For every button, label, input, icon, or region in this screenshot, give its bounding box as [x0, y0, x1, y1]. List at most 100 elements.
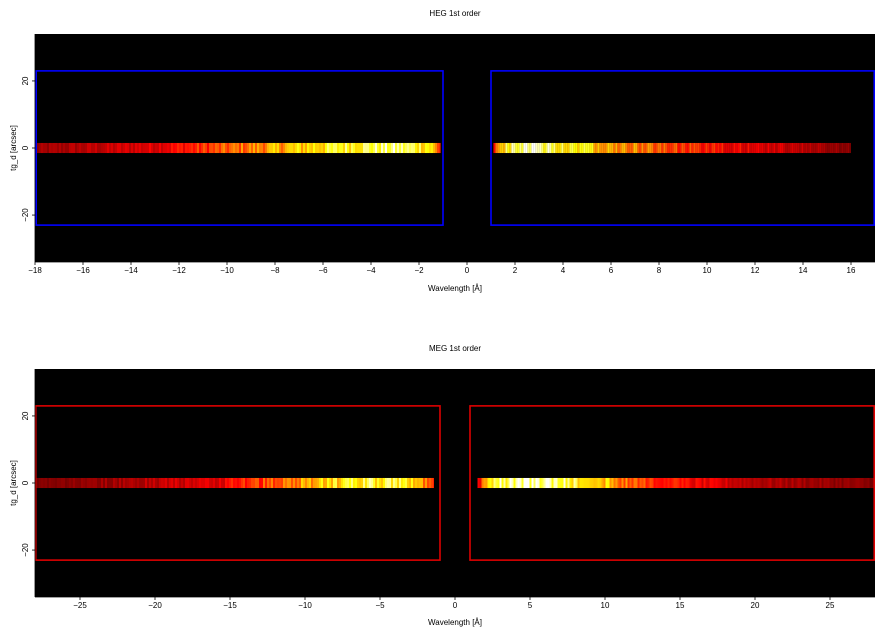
heg-spectrum-pixel [45, 142, 47, 154]
heg-spectrum-pixel [347, 142, 349, 154]
meg-spectrum-pixel [589, 477, 592, 489]
heg-spectrum-pixel [253, 142, 255, 154]
meg-spectrum-pixel [519, 477, 522, 489]
meg-spectrum-pixel [139, 477, 141, 489]
meg-spectrum-pixel [333, 477, 335, 489]
heg-spectrum-pixel [129, 142, 131, 154]
heg-spectrum-pixel [387, 142, 389, 154]
heg-spectrum-pixel [545, 142, 548, 154]
heg-spectrum-pixel [647, 142, 650, 154]
heg-spectrum-pixel [317, 142, 319, 154]
heg-spectrum-pixel [147, 142, 149, 154]
heg-spectrum-pixel [203, 142, 205, 154]
heg-spectrum-pixel [641, 142, 644, 154]
meg-spectrum-pixel [387, 477, 389, 489]
heg-spectrum-pixel [585, 142, 588, 154]
meg-spectrum-pixel [159, 477, 161, 489]
meg-spectrum-pixel [47, 477, 49, 489]
heg-x-tick-label: −2 [414, 266, 424, 275]
heg-spectrum-pixel [801, 142, 804, 154]
meg-spectrum-pixel [113, 477, 115, 489]
meg-title: MEG 1st order [429, 344, 481, 353]
heg-spectrum-pixel [99, 142, 101, 154]
heg-spectrum-pixel [689, 142, 692, 154]
meg-spectrum-pixel [601, 477, 604, 489]
heg-spectrum-pixel [783, 142, 786, 154]
meg-spectrum-pixel [309, 477, 311, 489]
heg-spectrum-pixel [645, 142, 648, 154]
meg-spectrum-pixel [693, 477, 696, 489]
meg-spectrum-pixel [513, 477, 516, 489]
meg-spectrum-pixel [781, 477, 784, 489]
meg-spectrum-pixel [659, 477, 662, 489]
heg-spectrum-pixel [195, 142, 197, 154]
meg-spectrum-pixel [681, 477, 684, 489]
meg-spectrum-pixel [261, 477, 263, 489]
meg-spectrum-pixel [603, 477, 606, 489]
meg-spectrum-pixel [215, 477, 217, 489]
heg-spectrum-pixel [505, 142, 508, 154]
heg-spectrum-pixel [123, 142, 125, 154]
meg-spectrum-pixel [331, 477, 333, 489]
meg-spectrum-pixel [639, 477, 642, 489]
heg-ylabel: tg_d [arcsec] [9, 125, 18, 171]
meg-spectrum-pixel [311, 477, 313, 489]
meg-spectrum-pixel [799, 477, 802, 489]
meg-spectrum-pixel [867, 477, 870, 489]
meg-spectrum-pixel [723, 477, 726, 489]
heg-spectrum-pixel [589, 142, 592, 154]
heg-spectrum-pixel [75, 142, 77, 154]
heg-spectrum-pixel [435, 142, 437, 154]
meg-spectrum-pixel [383, 477, 385, 489]
meg-spectrum-pixel [119, 477, 121, 489]
meg-spectrum-pixel [177, 477, 179, 489]
heg-spectrum-pixel [383, 142, 385, 154]
meg-spectrum-pixel [559, 477, 562, 489]
heg-spectrum-pixel [365, 142, 367, 154]
heg-spectrum-pixel [623, 142, 626, 154]
meg-spectrum-pixel [183, 477, 185, 489]
heg-spectrum-pixel [393, 142, 395, 154]
meg-spectrum-pixel [641, 477, 644, 489]
meg-spectrum-pixel [591, 477, 594, 489]
heg-spectrum-pixel [743, 142, 746, 154]
meg-spectrum-pixel [495, 477, 498, 489]
meg-spectrum-pixel [91, 477, 93, 489]
meg-spectrum-pixel [499, 477, 502, 489]
heg-spectrum-pixel [133, 142, 135, 154]
heg-extraction-region [35, 70, 444, 226]
meg-spectrum-pixel [41, 477, 43, 489]
meg-spectrum-pixel [673, 477, 676, 489]
heg-spectrum-pixel [371, 142, 373, 154]
heg-xlabel: Wavelength [Å] [428, 284, 482, 293]
heg-spectrum-pixel [533, 142, 536, 154]
meg-spectrum-pixel [779, 477, 782, 489]
meg-spectrum-pixel [71, 477, 73, 489]
meg-spectrum-pixel [205, 477, 207, 489]
meg-spectrum-pixel [815, 477, 818, 489]
meg-spectrum-pixel [665, 477, 668, 489]
meg-spectrum-pixel [195, 477, 197, 489]
heg-spectrum-pixel [779, 142, 782, 154]
meg-spectrum-pixel [239, 477, 241, 489]
meg-spectrum-pixel [479, 477, 482, 489]
heg-spectrum-pixel [313, 142, 315, 154]
heg-x-tick-label: 16 [847, 266, 856, 275]
heg-spectrum-pixel [843, 142, 846, 154]
heg-spectrum-pixel [339, 142, 341, 154]
heg-spectrum-pixel [267, 142, 269, 154]
meg-spectrum-pixel [375, 477, 377, 489]
heg-spectrum-pixel [139, 142, 141, 154]
meg-spectrum-pixel [381, 477, 383, 489]
meg-spectrum-pixel [155, 477, 157, 489]
meg-spectrum-pixel [361, 477, 363, 489]
heg-spectrum-pixel [401, 142, 403, 154]
heg-spectrum-pixel [835, 142, 838, 154]
meg-spectrum-pixel [111, 477, 113, 489]
meg-spectrum-pixel [307, 477, 309, 489]
meg-spectrum-pixel [605, 477, 608, 489]
meg-spectrum-pixel [541, 477, 544, 489]
heg-spectrum-pixel [239, 142, 241, 154]
heg-spectrum-pixel [299, 142, 301, 154]
heg-x-tick-label: 12 [751, 266, 760, 275]
